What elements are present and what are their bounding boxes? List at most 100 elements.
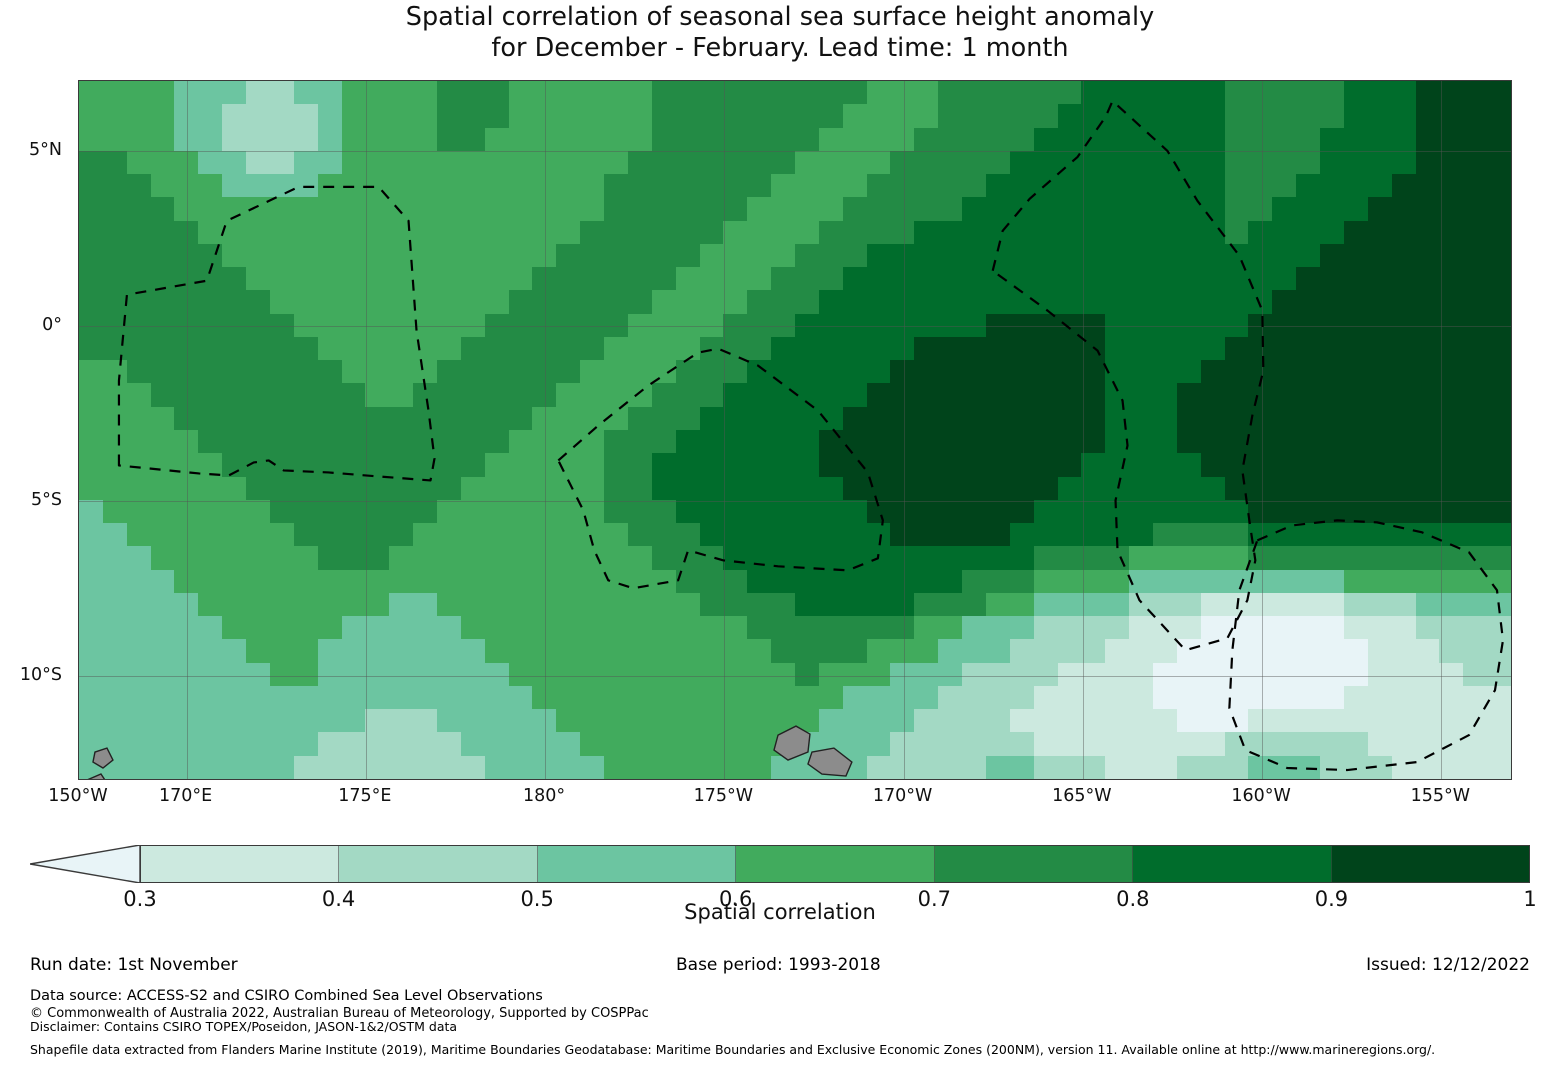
heatmap-cell bbox=[365, 174, 390, 198]
heatmap-cell bbox=[747, 476, 772, 500]
heatmap-cell bbox=[413, 429, 437, 454]
colorbar-under-arrow bbox=[30, 845, 140, 883]
heatmap-cell bbox=[198, 476, 223, 500]
heatmap-cell bbox=[532, 453, 557, 477]
heatmap-cell bbox=[437, 290, 461, 314]
heatmap-cell bbox=[1391, 174, 1416, 198]
heatmap-cell bbox=[556, 150, 581, 175]
heatmap-cell bbox=[914, 546, 939, 570]
heatmap-cell bbox=[1272, 453, 1297, 477]
heatmap-cell bbox=[1200, 546, 1225, 570]
heatmap-cell bbox=[890, 662, 915, 686]
heatmap-cell bbox=[532, 685, 557, 710]
heatmap-cell bbox=[222, 616, 247, 640]
heatmap-cell bbox=[437, 150, 461, 175]
heatmap-cell bbox=[1033, 290, 1058, 314]
heatmap-cell bbox=[699, 406, 724, 430]
heatmap-cell bbox=[1224, 313, 1249, 337]
heatmap-cell bbox=[580, 267, 605, 291]
heatmap-cell bbox=[1248, 732, 1273, 756]
heatmap-cell bbox=[938, 220, 963, 244]
heatmap-cell bbox=[79, 523, 103, 547]
heatmap-cell bbox=[556, 406, 581, 430]
heatmap-cell bbox=[246, 197, 270, 221]
heatmap-cell bbox=[532, 383, 557, 407]
heatmap-cell bbox=[747, 150, 772, 175]
heatmap-cell bbox=[1320, 546, 1344, 570]
heatmap-cell bbox=[1200, 685, 1225, 710]
heatmap-cell bbox=[866, 150, 891, 175]
heatmap-cell bbox=[699, 499, 724, 524]
heatmap-cell bbox=[962, 406, 986, 430]
heatmap-cell bbox=[1057, 243, 1082, 268]
heatmap-cell bbox=[842, 406, 867, 430]
heatmap-cell bbox=[1487, 662, 1511, 686]
heatmap-cell bbox=[842, 732, 867, 756]
heatmap-cell bbox=[293, 81, 318, 105]
colorbar-tick: 0.6 bbox=[719, 887, 753, 911]
heatmap-cell bbox=[1415, 523, 1440, 547]
heatmap-cell bbox=[1129, 499, 1153, 524]
heatmap-cell bbox=[437, 267, 461, 291]
heatmap-cell bbox=[269, 150, 294, 175]
heatmap-cell bbox=[508, 150, 533, 175]
heatmap-cell bbox=[317, 150, 342, 175]
heatmap-cell bbox=[771, 127, 795, 151]
heatmap-cell bbox=[174, 523, 199, 547]
heatmap-cell bbox=[246, 476, 270, 500]
heatmap-cell bbox=[198, 406, 223, 430]
heatmap-cell bbox=[1391, 104, 1416, 128]
heatmap-cell bbox=[1033, 709, 1058, 733]
heatmap-cell bbox=[985, 197, 1010, 221]
heatmap-cell bbox=[771, 639, 795, 663]
heatmap-cell bbox=[580, 709, 605, 733]
heatmap-cell bbox=[675, 150, 700, 175]
heatmap-cell bbox=[198, 81, 223, 105]
data-source-text: Data source: ACCESS-S2 and CSIRO Combine… bbox=[30, 988, 543, 1004]
heatmap-cell bbox=[1057, 732, 1082, 756]
heatmap-cell bbox=[627, 313, 652, 337]
heatmap-cell bbox=[1367, 406, 1392, 430]
heatmap-cell bbox=[1033, 104, 1058, 128]
heatmap-cell bbox=[246, 360, 270, 384]
heatmap-cell bbox=[1224, 243, 1249, 268]
heatmap-cell bbox=[508, 499, 533, 524]
heatmap-cell bbox=[389, 755, 414, 779]
heatmap-cell bbox=[604, 429, 628, 454]
heatmap-cell bbox=[556, 243, 581, 268]
heatmap-cell bbox=[1153, 569, 1177, 593]
heatmap-cell bbox=[1009, 104, 1034, 128]
heatmap-cell bbox=[1176, 429, 1201, 454]
heatmap-cell bbox=[1415, 476, 1440, 500]
heatmap-cell bbox=[79, 685, 103, 710]
heatmap-cell bbox=[1367, 127, 1392, 151]
heatmap-cell bbox=[508, 406, 533, 430]
heatmap-cell bbox=[1272, 313, 1297, 337]
heatmap-cell bbox=[460, 243, 485, 268]
heatmap-cell bbox=[508, 569, 533, 593]
heatmap-cell bbox=[1009, 732, 1034, 756]
heatmap-cell bbox=[365, 81, 390, 105]
colorbar-band bbox=[1133, 846, 1332, 882]
heatmap-cell bbox=[269, 197, 294, 221]
heatmap-cell bbox=[102, 150, 127, 175]
heatmap-cell bbox=[222, 453, 247, 477]
heatmap-cell bbox=[317, 406, 342, 430]
heatmap-cell bbox=[150, 290, 175, 314]
heatmap-cell bbox=[341, 267, 366, 291]
heatmap-cell bbox=[1009, 383, 1034, 407]
heatmap-cell bbox=[818, 569, 843, 593]
heatmap-cell bbox=[914, 360, 939, 384]
heatmap-cell bbox=[484, 639, 509, 663]
heatmap-cell bbox=[962, 383, 986, 407]
heatmap-cell bbox=[556, 104, 581, 128]
heatmap-cell bbox=[985, 732, 1010, 756]
heatmap-cell bbox=[1487, 174, 1511, 198]
heatmap-cell bbox=[1415, 569, 1440, 593]
heatmap-cell bbox=[102, 81, 127, 105]
heatmap-cell bbox=[914, 197, 939, 221]
heatmap-cell bbox=[222, 476, 247, 500]
heatmap-cell bbox=[174, 174, 199, 198]
heatmap-cell bbox=[1391, 429, 1416, 454]
heatmap-cell bbox=[484, 383, 509, 407]
